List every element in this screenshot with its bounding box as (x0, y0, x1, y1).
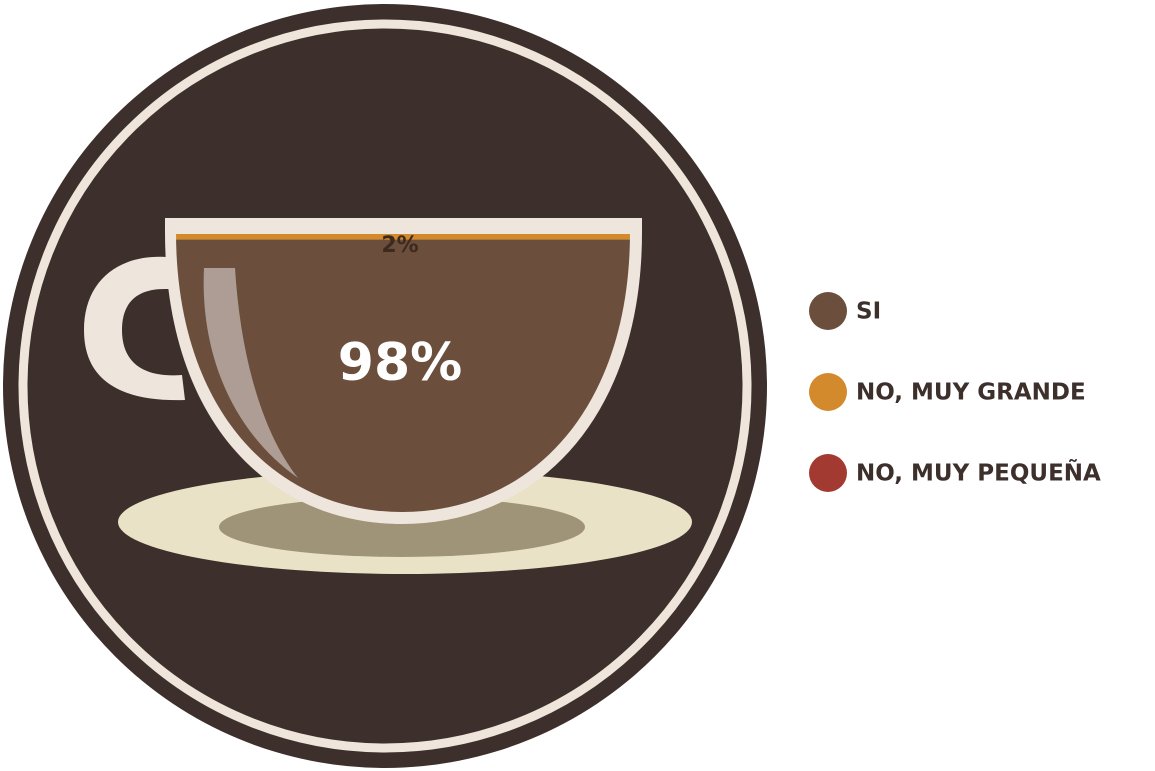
legend-swatch (809, 454, 847, 492)
legend-label: NO, MUY PEQUEÑA (856, 459, 1101, 487)
legend-label: NO, MUY GRANDE (856, 380, 1086, 406)
value-label: 2% (381, 233, 418, 258)
legend-swatch (809, 373, 847, 411)
cup-layer (176, 234, 630, 240)
badge-ring (18, 19, 752, 753)
cup-handle (84, 256, 185, 401)
legend: SI NO, MUY GRANDE NO, MUY PEQUEÑA (809, 292, 1101, 492)
cup-highlight (203, 268, 298, 478)
value-label: 98% (338, 333, 462, 393)
legend-swatch (809, 292, 847, 330)
value-labels: 98% 2% (338, 233, 462, 393)
legend-label: SI (856, 299, 881, 325)
saucer-inner (219, 497, 585, 557)
